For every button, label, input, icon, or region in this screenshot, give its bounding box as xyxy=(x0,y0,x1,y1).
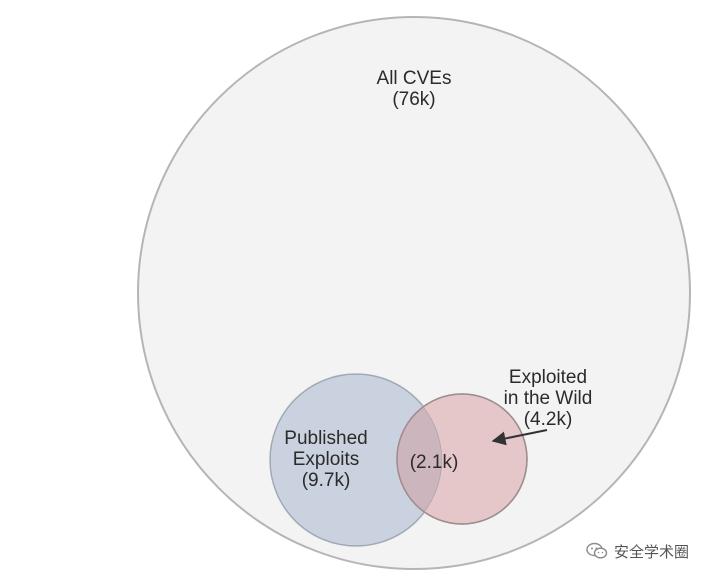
overlap-label: (2.1k) xyxy=(389,452,479,473)
wechat-icon xyxy=(586,542,608,559)
exploited-in-wild-line2: in the Wild xyxy=(503,388,593,409)
all-cves-title: All CVEs xyxy=(376,68,452,89)
all-cves-label: All CVEs (76k) xyxy=(354,68,474,110)
overlap-region xyxy=(397,394,442,524)
wild-pointer-arrow xyxy=(491,429,548,446)
overlap-count: (2.1k) xyxy=(409,452,459,473)
published-exploits-count: (9.7k) xyxy=(301,470,351,491)
exploited-in-wild-count: (4.2k) xyxy=(523,409,573,430)
exploited-in-wild-outline xyxy=(396,393,528,525)
published-exploits-line2: Exploits xyxy=(292,449,360,470)
published-exploits-line1: Published xyxy=(284,428,368,449)
published-exploits-label: Published Exploits (9.7k) xyxy=(266,428,386,491)
watermark: 安全学术圈 xyxy=(586,539,689,563)
watermark-text: 安全学术圈 xyxy=(614,542,690,561)
all-cves-count: (76k) xyxy=(392,89,436,110)
exploited-in-wild-line1: Exploited xyxy=(508,367,588,388)
exploited-in-wild-label: Exploited in the Wild (4.2k) xyxy=(488,367,608,430)
